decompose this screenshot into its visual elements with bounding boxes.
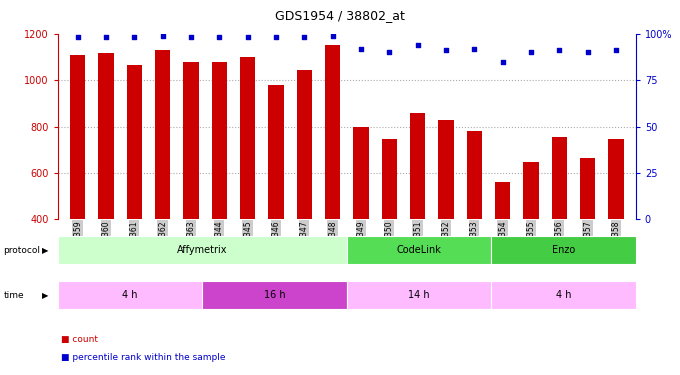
Text: Enzo: Enzo xyxy=(552,245,575,255)
Point xyxy=(299,34,310,40)
Text: time: time xyxy=(3,291,24,300)
Text: ■ percentile rank within the sample: ■ percentile rank within the sample xyxy=(61,352,226,362)
Bar xyxy=(240,57,256,312)
Point xyxy=(611,48,622,54)
Bar xyxy=(410,113,426,312)
Point xyxy=(157,33,168,39)
Bar xyxy=(325,45,341,312)
Text: ■ count: ■ count xyxy=(61,335,98,344)
Bar xyxy=(203,281,347,309)
Point xyxy=(526,50,537,55)
Bar xyxy=(466,131,482,312)
Point xyxy=(356,46,367,52)
Bar xyxy=(492,281,636,309)
Point xyxy=(271,34,282,40)
Point xyxy=(554,48,565,54)
Text: 4 h: 4 h xyxy=(556,290,571,300)
Text: Affymetrix: Affymetrix xyxy=(177,245,228,255)
Point xyxy=(186,34,197,40)
Point xyxy=(582,50,593,55)
Bar xyxy=(347,236,492,264)
Bar xyxy=(296,70,312,312)
Bar xyxy=(155,50,171,312)
Bar xyxy=(551,137,567,312)
Bar xyxy=(183,62,199,312)
Point xyxy=(72,34,83,40)
Bar xyxy=(211,62,227,312)
Bar xyxy=(126,65,142,312)
Bar xyxy=(580,158,596,312)
Text: 16 h: 16 h xyxy=(264,290,286,300)
Bar xyxy=(58,281,203,309)
Text: protocol: protocol xyxy=(3,246,40,255)
Point xyxy=(469,46,480,52)
Bar xyxy=(58,236,347,264)
Bar xyxy=(347,281,492,309)
Point xyxy=(101,34,112,40)
Bar xyxy=(495,182,511,312)
Text: 4 h: 4 h xyxy=(122,290,138,300)
Bar xyxy=(523,162,539,312)
Bar xyxy=(98,54,114,312)
Point xyxy=(242,34,253,40)
Text: CodeLink: CodeLink xyxy=(396,245,441,255)
Bar xyxy=(381,139,397,312)
Bar xyxy=(492,236,636,264)
Point xyxy=(214,34,225,40)
Bar xyxy=(70,55,86,312)
Point xyxy=(327,33,338,39)
Point xyxy=(412,42,423,48)
Bar xyxy=(268,85,284,312)
Text: GDS1954 / 38802_at: GDS1954 / 38802_at xyxy=(275,9,405,22)
Bar xyxy=(608,139,624,312)
Point xyxy=(129,34,140,40)
Point xyxy=(441,48,452,54)
Point xyxy=(384,50,395,55)
Text: ▶: ▶ xyxy=(42,246,49,255)
Bar xyxy=(438,120,454,312)
Text: ▶: ▶ xyxy=(42,291,49,300)
Bar xyxy=(353,127,369,312)
Point xyxy=(497,58,508,64)
Text: 14 h: 14 h xyxy=(408,290,430,300)
